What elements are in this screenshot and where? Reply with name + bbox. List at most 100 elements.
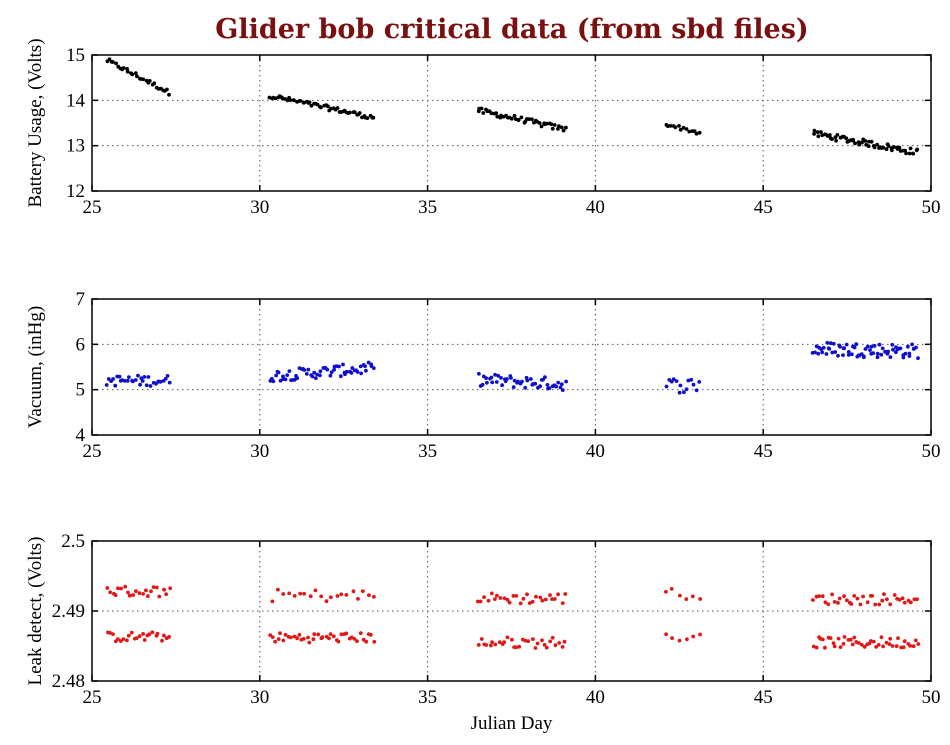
vacuum-data-point xyxy=(525,378,530,383)
vacuum-data-point xyxy=(304,372,309,376)
leak-data-point xyxy=(861,594,865,599)
leak-data-point xyxy=(319,594,324,599)
leak-data-point xyxy=(144,588,148,593)
battery-data-point xyxy=(512,113,517,118)
leak-y-tick-label: 2.48 xyxy=(52,671,85,692)
leak-data-point xyxy=(556,592,560,597)
vacuum-data-point xyxy=(533,381,538,386)
battery-data-point xyxy=(857,142,862,147)
battery-data-point xyxy=(537,121,542,125)
leak-data-point xyxy=(502,596,507,601)
leak-data-point xyxy=(150,630,155,635)
vacuum-data-point xyxy=(694,388,699,393)
battery-data-point xyxy=(489,111,494,116)
leak-data-point xyxy=(335,594,340,598)
vacuum-data-point xyxy=(865,344,870,349)
battery-data-point xyxy=(479,106,484,111)
battery-data-point xyxy=(684,127,689,131)
leak-data-point xyxy=(526,639,530,644)
vacuum-data-point xyxy=(564,379,568,384)
vacuum-data-point xyxy=(144,383,149,388)
vacuum-data-point xyxy=(511,385,516,389)
vacuum-data-point xyxy=(691,382,696,387)
battery-data-point xyxy=(111,60,115,64)
leak-data-point xyxy=(888,602,893,607)
battery-data-point xyxy=(830,137,834,142)
leak-data-point xyxy=(684,597,689,601)
vacuum-data-point xyxy=(821,345,826,350)
battery-data-point xyxy=(866,144,871,149)
leak-data-point xyxy=(164,592,169,597)
vacuum-data-point xyxy=(509,376,513,380)
leak-data-point xyxy=(123,584,128,589)
vacuum-data-point xyxy=(295,376,300,380)
battery-data-point xyxy=(869,139,874,144)
leak-data-point xyxy=(489,591,494,596)
leak-data-point xyxy=(329,595,333,600)
battery-data-point xyxy=(519,115,524,120)
battery-data-point xyxy=(812,132,816,136)
vacuum-data-point xyxy=(281,374,285,379)
leak-data-point xyxy=(151,585,156,589)
leak-data-point xyxy=(868,639,873,643)
leak-y-tick-label: 2.49 xyxy=(52,601,85,622)
vacuum-x-tick-label: 30 xyxy=(250,441,269,462)
vacuum-data-point xyxy=(916,356,920,360)
vacuum-data-point xyxy=(148,384,153,388)
leak-x-tick-label: 50 xyxy=(922,687,941,708)
leak-data-point xyxy=(328,632,333,636)
vacuum-data-point xyxy=(888,355,893,359)
battery-x-tick-label: 35 xyxy=(418,197,437,218)
leak-data-point xyxy=(814,645,819,650)
battery-data-point xyxy=(835,133,840,137)
leak-data-point xyxy=(162,633,166,638)
leak-data-point xyxy=(873,602,878,607)
battery-data-point xyxy=(884,147,889,152)
leak-data-point xyxy=(888,636,893,641)
vacuum-data-point xyxy=(880,346,885,351)
leak-data-point xyxy=(913,638,918,643)
vacuum-data-point xyxy=(842,346,847,351)
leak-data-point xyxy=(116,637,120,641)
leak-data-point xyxy=(146,594,150,599)
vacuum-data-point xyxy=(664,384,669,389)
leak-data-point xyxy=(552,597,557,601)
leak-data-point xyxy=(527,601,532,605)
leak-data-point xyxy=(368,632,373,637)
leak-data-point xyxy=(281,638,286,643)
leak-data-point xyxy=(865,600,870,605)
battery-data-point xyxy=(697,130,702,135)
battery-data-point xyxy=(860,140,864,145)
vacuum-data-point xyxy=(111,377,115,381)
leak-data-point xyxy=(514,594,519,598)
battery-data-point xyxy=(549,122,554,127)
leak-data-point xyxy=(367,593,371,598)
vacuum-data-point xyxy=(830,350,835,355)
leak-data-point xyxy=(669,587,674,591)
leak-data-point xyxy=(841,642,846,646)
leak-data-point xyxy=(168,586,173,591)
vacuum-data-point xyxy=(875,355,880,360)
leak-data-point xyxy=(155,631,160,636)
leak-data-point xyxy=(134,636,139,640)
leak-data-point xyxy=(278,631,282,636)
leak-data-point xyxy=(852,594,857,598)
vacuum-data-point xyxy=(903,351,908,356)
leak-data-point xyxy=(534,594,538,599)
battery-x-tick-label: 45 xyxy=(754,197,773,218)
vacuum-data-point xyxy=(914,345,918,350)
leak-data-point xyxy=(289,635,293,640)
leak-data-point xyxy=(162,587,167,592)
leak-data-point xyxy=(502,640,506,645)
battery-data-point xyxy=(165,87,169,92)
vacuum-data-point xyxy=(306,367,311,372)
leak-data-point xyxy=(811,644,816,649)
vacuum-data-point xyxy=(838,344,842,349)
leak-data-point xyxy=(287,591,292,596)
leak-data-point xyxy=(276,587,280,592)
battery-data-point xyxy=(125,69,130,74)
leak-data-point xyxy=(292,594,297,598)
vacuum-data-point xyxy=(125,378,130,383)
battery-data-point xyxy=(539,124,544,129)
leak-data-point xyxy=(858,602,863,607)
